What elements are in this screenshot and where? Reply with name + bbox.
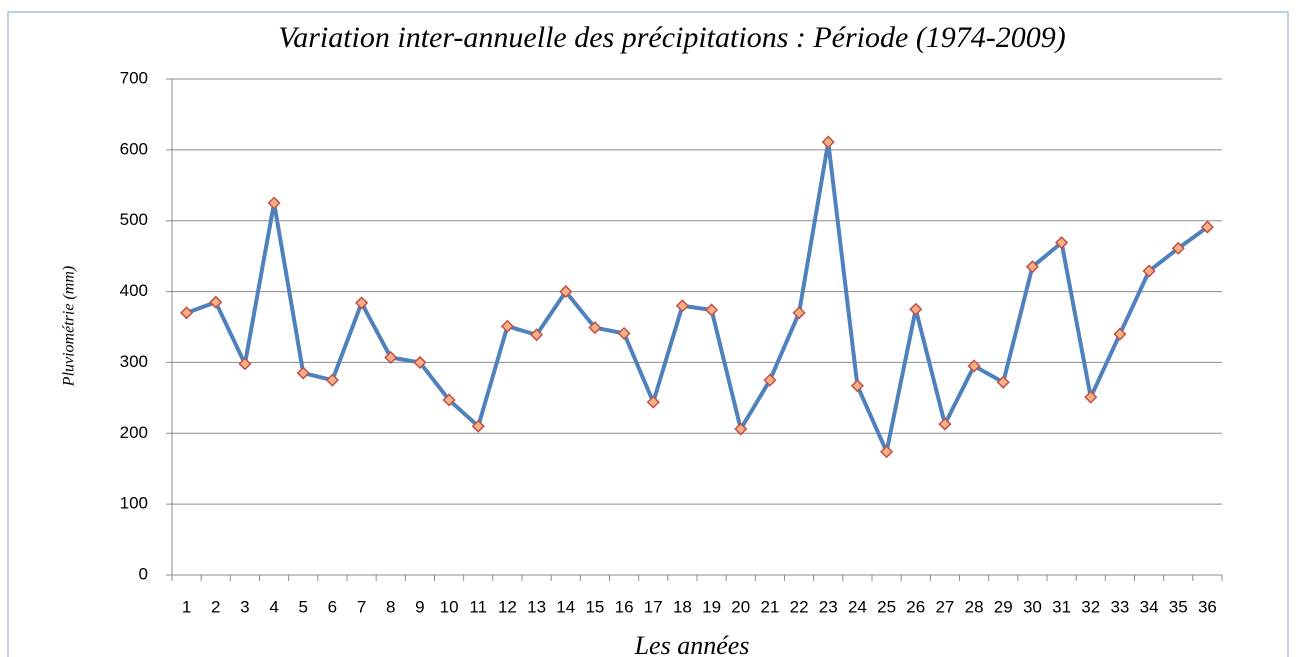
x-tick-label: 25 <box>877 597 896 616</box>
x-tick-label: 27 <box>935 597 954 616</box>
y-axis-label: Pluviométrie (mm) <box>61 266 78 387</box>
data-point <box>442 393 456 407</box>
x-tick-label: 21 <box>760 597 779 616</box>
x-tick-label: 20 <box>731 597 750 616</box>
x-tick-label: 35 <box>1169 597 1188 616</box>
data-point <box>967 359 981 373</box>
x-tick-label: 3 <box>240 597 249 616</box>
data-point <box>1171 241 1185 255</box>
x-tick-label: 5 <box>299 597 308 616</box>
x-tick-label: 14 <box>556 597 575 616</box>
data-point <box>1084 390 1098 404</box>
data-point <box>792 306 806 320</box>
data-point <box>617 326 631 340</box>
x-tick-label: 6 <box>328 597 337 616</box>
x-tick-label: 29 <box>994 597 1013 616</box>
x-tick-label: 34 <box>1140 597 1159 616</box>
data-point <box>1025 260 1039 274</box>
x-tick-label: 13 <box>527 597 546 616</box>
series-line <box>185 140 1209 454</box>
chart-title: Variation inter-annuelle des précipitati… <box>278 21 1066 54</box>
x-tick-label: 1 <box>182 597 191 616</box>
data-point <box>734 422 748 436</box>
data-point <box>296 366 310 380</box>
x-tick-label: 24 <box>848 597 867 616</box>
data-point <box>238 357 252 371</box>
data-point <box>559 285 573 299</box>
x-tick-label: 28 <box>965 597 984 616</box>
x-tick-label: 32 <box>1081 597 1100 616</box>
data-point <box>471 419 485 433</box>
x-tick-label: 11 <box>469 597 487 616</box>
x-tick-label: 23 <box>819 597 838 616</box>
data-point <box>209 295 223 309</box>
y-tick-label: 100 <box>120 494 148 513</box>
data-point <box>384 350 398 365</box>
x-tick-label: 17 <box>644 597 663 616</box>
data-point <box>646 395 660 409</box>
data-point <box>500 319 514 333</box>
data-point <box>355 296 369 310</box>
data-point <box>1200 220 1214 234</box>
chart-frame <box>7 11 1289 657</box>
data-point <box>850 379 864 393</box>
x-tick-label: 2 <box>211 597 220 616</box>
data-point <box>763 373 777 387</box>
x-tick-label: 10 <box>440 597 459 616</box>
data-point <box>267 196 281 210</box>
data-point <box>1113 327 1127 341</box>
x-tick-label: 4 <box>269 597 278 616</box>
data-point <box>996 375 1010 389</box>
y-tick-label: 0 <box>139 564 148 583</box>
x-tick-label: 30 <box>1023 597 1042 616</box>
x-axis-label: Les années <box>634 631 750 657</box>
data-point <box>180 306 194 320</box>
data-point <box>1142 264 1156 278</box>
data-point <box>325 373 339 387</box>
x-tick-label: 16 <box>615 597 634 616</box>
x-tick-label: 19 <box>702 597 721 616</box>
y-tick-label: 500 <box>120 210 148 229</box>
x-tick-label: 15 <box>585 597 604 616</box>
data-point <box>909 302 923 316</box>
y-tick-label: 300 <box>120 352 148 371</box>
data-point <box>880 445 894 459</box>
data-point <box>530 328 544 342</box>
data-point <box>938 417 952 431</box>
x-tick-label: 8 <box>386 597 395 616</box>
x-tick-label: 7 <box>357 597 366 616</box>
y-tick-label: 600 <box>120 139 148 158</box>
data-point <box>821 135 835 149</box>
x-tick-label: 9 <box>415 597 424 616</box>
x-tick-label: 12 <box>498 597 517 616</box>
data-point <box>1055 236 1069 250</box>
x-tick-label: 33 <box>1110 597 1129 616</box>
x-tick-label: 18 <box>673 597 692 616</box>
y-tick-label: 200 <box>120 423 148 442</box>
data-point <box>705 303 719 317</box>
x-tick-label: 36 <box>1198 597 1217 616</box>
y-tick-label: 400 <box>120 281 148 300</box>
data-point <box>413 355 427 369</box>
data-point <box>588 321 602 335</box>
x-tick-label: 22 <box>790 597 809 616</box>
x-tick-label: 26 <box>906 597 925 616</box>
data-point <box>675 299 689 313</box>
x-tick-label: 31 <box>1052 597 1071 616</box>
y-tick-label: 700 <box>120 68 148 87</box>
